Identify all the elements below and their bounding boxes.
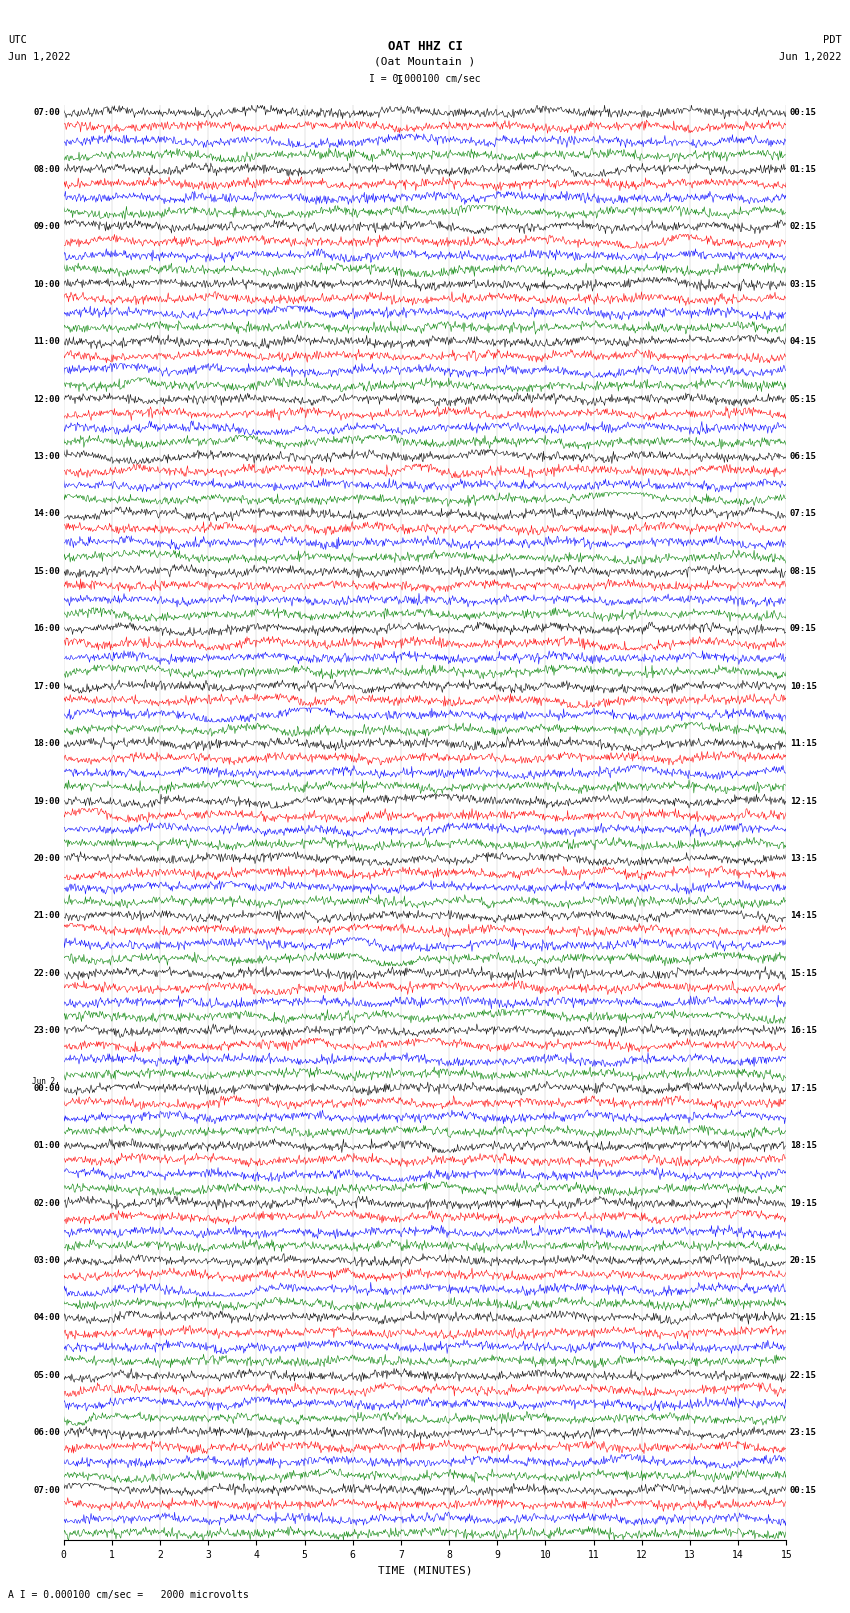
Text: 15:15: 15:15 xyxy=(790,969,817,977)
Text: 10:00: 10:00 xyxy=(33,279,60,289)
Text: 20:00: 20:00 xyxy=(33,853,60,863)
Text: A I = 0.000100 cm/sec =   2000 microvolts: A I = 0.000100 cm/sec = 2000 microvolts xyxy=(8,1590,249,1600)
Text: 18:15: 18:15 xyxy=(790,1140,817,1150)
Text: 08:15: 08:15 xyxy=(790,566,817,576)
Text: 06:00: 06:00 xyxy=(33,1428,60,1437)
Text: 00:00: 00:00 xyxy=(33,1084,60,1092)
Text: I = 0.000100 cm/sec: I = 0.000100 cm/sec xyxy=(369,74,481,84)
Text: 11:00: 11:00 xyxy=(33,337,60,347)
Text: 02:00: 02:00 xyxy=(33,1198,60,1208)
Text: 07:00: 07:00 xyxy=(33,108,60,116)
Text: I: I xyxy=(396,74,403,87)
Text: 09:15: 09:15 xyxy=(790,624,817,634)
Text: Jun 2,: Jun 2, xyxy=(32,1076,60,1086)
Text: 07:00: 07:00 xyxy=(33,1486,60,1495)
Text: 04:15: 04:15 xyxy=(790,337,817,347)
Text: 14:00: 14:00 xyxy=(33,510,60,518)
Text: Jun 1,2022: Jun 1,2022 xyxy=(779,52,842,61)
Text: 22:00: 22:00 xyxy=(33,969,60,977)
Text: 23:15: 23:15 xyxy=(790,1428,817,1437)
Text: 15:00: 15:00 xyxy=(33,566,60,576)
Text: 05:00: 05:00 xyxy=(33,1371,60,1379)
Text: 14:15: 14:15 xyxy=(790,911,817,921)
Text: 11:15: 11:15 xyxy=(790,739,817,748)
Text: 02:15: 02:15 xyxy=(790,223,817,231)
Text: 13:00: 13:00 xyxy=(33,452,60,461)
Text: 04:00: 04:00 xyxy=(33,1313,60,1323)
Text: 19:00: 19:00 xyxy=(33,797,60,805)
Text: 01:15: 01:15 xyxy=(790,165,817,174)
Text: 21:15: 21:15 xyxy=(790,1313,817,1323)
Text: 18:00: 18:00 xyxy=(33,739,60,748)
Text: 10:15: 10:15 xyxy=(790,682,817,690)
Text: 13:15: 13:15 xyxy=(790,853,817,863)
Text: 19:15: 19:15 xyxy=(790,1198,817,1208)
Text: 00:15: 00:15 xyxy=(790,108,817,116)
Text: (Oat Mountain ): (Oat Mountain ) xyxy=(374,56,476,66)
Text: PDT: PDT xyxy=(823,35,842,45)
Text: 17:15: 17:15 xyxy=(790,1084,817,1092)
Text: 17:00: 17:00 xyxy=(33,682,60,690)
X-axis label: TIME (MINUTES): TIME (MINUTES) xyxy=(377,1566,473,1576)
Text: UTC: UTC xyxy=(8,35,27,45)
Text: 22:15: 22:15 xyxy=(790,1371,817,1379)
Text: 01:00: 01:00 xyxy=(33,1140,60,1150)
Text: 03:00: 03:00 xyxy=(33,1257,60,1265)
Text: 12:00: 12:00 xyxy=(33,395,60,403)
Text: 16:00: 16:00 xyxy=(33,624,60,634)
Text: 12:15: 12:15 xyxy=(790,797,817,805)
Text: 23:00: 23:00 xyxy=(33,1026,60,1036)
Text: 16:15: 16:15 xyxy=(790,1026,817,1036)
Text: 08:00: 08:00 xyxy=(33,165,60,174)
Text: 07:15: 07:15 xyxy=(790,510,817,518)
Text: 21:00: 21:00 xyxy=(33,911,60,921)
Text: 09:00: 09:00 xyxy=(33,223,60,231)
Text: 03:15: 03:15 xyxy=(790,279,817,289)
Text: Jun 1,2022: Jun 1,2022 xyxy=(8,52,71,61)
Text: 06:15: 06:15 xyxy=(790,452,817,461)
Text: 20:15: 20:15 xyxy=(790,1257,817,1265)
Text: 00:15: 00:15 xyxy=(790,1486,817,1495)
Text: OAT HHZ CI: OAT HHZ CI xyxy=(388,40,462,53)
Text: 05:15: 05:15 xyxy=(790,395,817,403)
